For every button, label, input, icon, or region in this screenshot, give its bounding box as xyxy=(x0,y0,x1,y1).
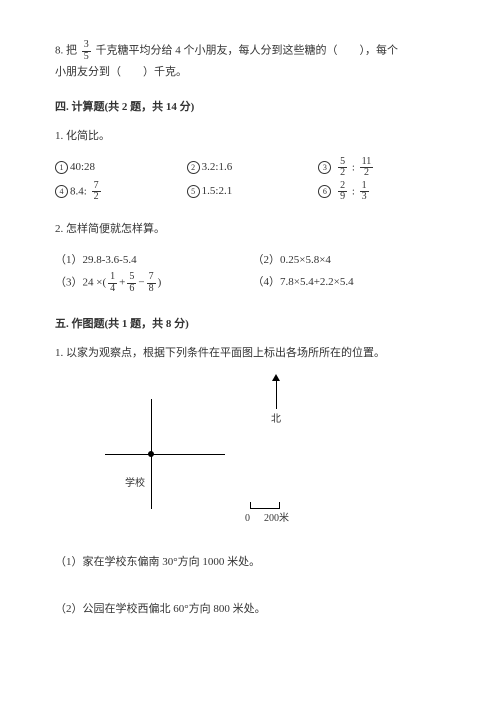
north-label: 北 xyxy=(271,410,281,429)
section-4-p2-label: 2. 怎样简便就怎样算。 xyxy=(55,219,450,240)
frac-2-9: 29 xyxy=(338,181,347,203)
ratio-item-3: 3 52 : 112 xyxy=(318,157,450,179)
frac-1-3: 13 xyxy=(360,181,369,203)
ratio-item-2: 23.2:1.6 xyxy=(187,157,319,179)
calc-row-1: （1）29.8-3.6-5.4 （2）0.25×5.8×4 xyxy=(55,250,450,271)
frac-11-2: 112 xyxy=(360,157,374,179)
ratio-item-6: 6 29 : 13 xyxy=(318,181,450,203)
section-5-title: 五. 作图题(共 1 题，共 8 分) xyxy=(55,314,450,335)
ratio-row-1: 140:28 23.2:1.6 3 52 : 112 xyxy=(55,157,450,179)
document-page: 8. 把 3 5 千克糖平均分给 4 个小朋友，每人分到这些糖的（ ），每个 小… xyxy=(0,0,500,707)
frac-5-2: 52 xyxy=(338,157,347,179)
section-5-p1: 1. 以家为观察点，根据下列条件在平面图上标出各场所所在的位置。 xyxy=(55,343,450,364)
ratio-row-2: 48.4: 72 51.5:2.1 6 29 : 13 xyxy=(55,181,450,203)
calc-row-2: （3）24 ×(14+56−78) （4）7.8×5.4+2.2×5.4 xyxy=(55,272,450,294)
scale-200: 200米 xyxy=(264,509,289,528)
frac-1-4: 14 xyxy=(108,272,117,294)
horizontal-axis xyxy=(105,454,225,455)
q8-fraction: 3 5 xyxy=(82,40,91,62)
section-4-p1-label: 1. 化简比。 xyxy=(55,126,450,147)
scale-labels: 0 200米 xyxy=(245,509,289,528)
frac-5-6: 56 xyxy=(127,272,136,294)
sub-question-2: （2）公园在学校西偏北 60°方向 800 米处。 xyxy=(55,599,450,620)
school-label: 学校 xyxy=(125,474,145,493)
scale-0: 0 xyxy=(245,509,250,528)
frac-7-8: 78 xyxy=(147,272,156,294)
ratio-item-1: 140:28 xyxy=(55,157,187,179)
ratio-item-4: 48.4: 72 xyxy=(55,181,187,203)
frac-7-2: 72 xyxy=(92,181,101,203)
sub-question-1: （1）家在学校东偏南 30°方向 1000 米处。 xyxy=(55,552,450,573)
ratio-item-5: 51.5:2.1 xyxy=(187,181,319,203)
q8-label: 8. 把 xyxy=(55,45,77,57)
north-arrow-icon: 北 xyxy=(271,374,281,429)
scale-bar xyxy=(250,502,280,509)
calc-item-2: （2）0.25×5.8×4 xyxy=(253,250,451,271)
calc-item-1: （1）29.8-3.6-5.4 xyxy=(55,250,253,271)
section-4-title: 四. 计算题(共 2 题，共 14 分) xyxy=(55,97,450,118)
diagram: 北 学校 0 200米 xyxy=(55,374,425,534)
coordinate-axes: 学校 xyxy=(105,399,225,509)
calc-item-3: （3）24 ×(14+56−78) xyxy=(55,272,253,294)
q8-text2: 小朋友分到（ ）千克。 xyxy=(55,62,450,83)
origin-dot xyxy=(148,451,154,457)
question-8: 8. 把 3 5 千克糖平均分给 4 个小朋友，每人分到这些糖的（ ），每个 小… xyxy=(55,40,450,83)
q8-text1: 千克糖平均分给 4 个小朋友，每人分到这些糖的（ ），每个 xyxy=(96,45,399,57)
calc-item-4: （4）7.8×5.4+2.2×5.4 xyxy=(253,272,451,294)
